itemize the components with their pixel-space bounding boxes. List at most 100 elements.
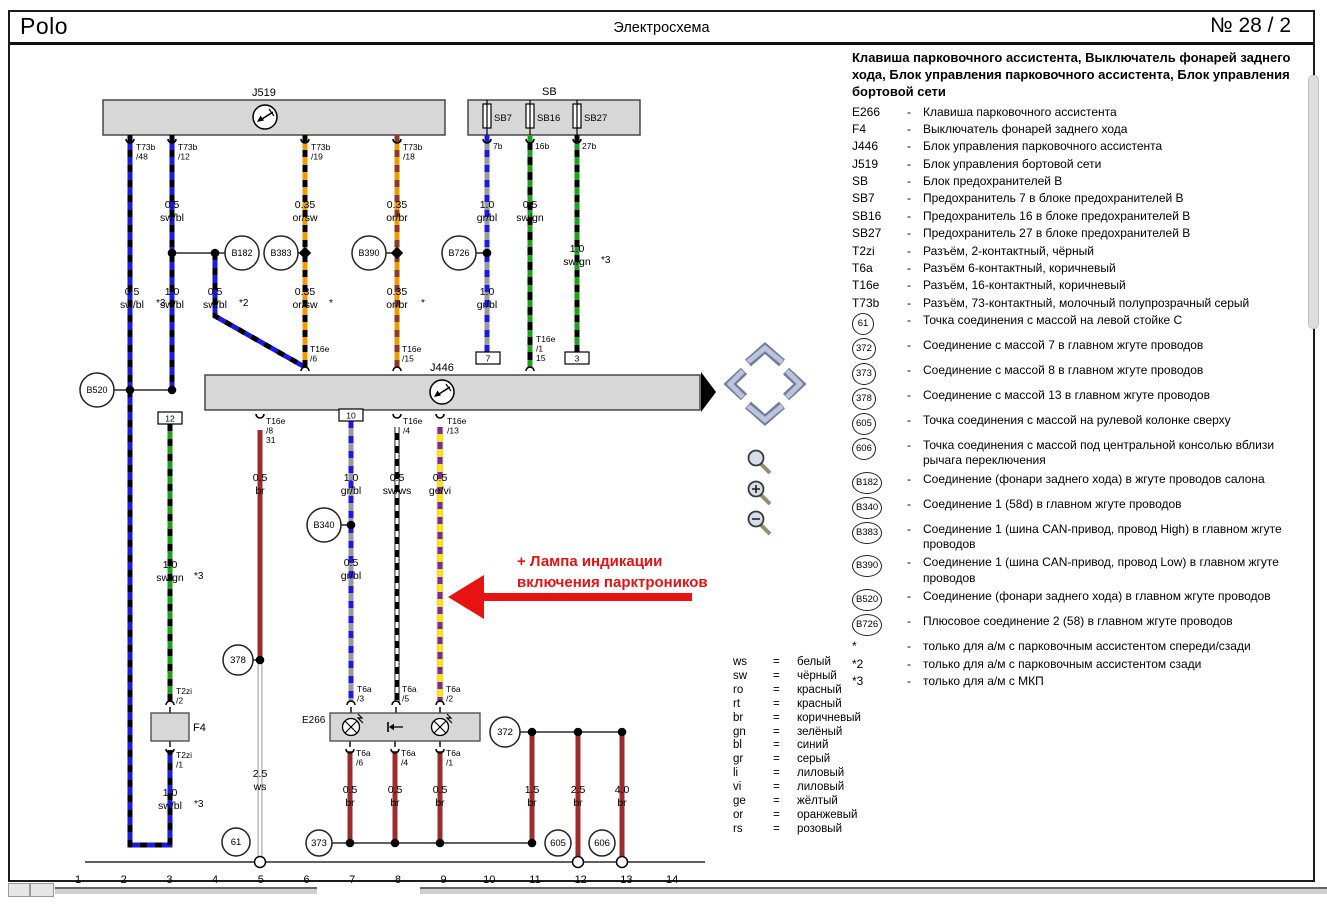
- svg-text:0.5: 0.5: [433, 472, 448, 484]
- legend-row: 61- Точка соединения с массой на левой ст…: [852, 312, 1304, 335]
- junction-diamond: [298, 246, 312, 260]
- svg-text:5: 5: [258, 874, 264, 886]
- wire-color-row: gr = серый: [733, 753, 831, 766]
- svg-text:T16e: T16e: [536, 334, 556, 344]
- pan-up-button[interactable]: [745, 341, 785, 367]
- bus-continues-arrow: [701, 372, 716, 412]
- zoom-tool-icon[interactable]: [747, 449, 772, 475]
- svg-text:T16e: T16e: [403, 416, 423, 426]
- svg-text:1.0: 1.0: [165, 286, 180, 298]
- svg-text:61: 61: [231, 837, 242, 848]
- svg-text:*3: *3: [601, 255, 611, 266]
- svg-text:*: *: [421, 298, 425, 309]
- pin-label: 16b: [535, 141, 549, 151]
- legend-row: * - только для а/м с парковочным ассистент…: [852, 639, 1251, 654]
- legend-row: T2zi - Разъём, 2-контактный, чёрный: [852, 243, 1094, 258]
- scroll-right-button[interactable]: [30, 883, 54, 897]
- junction-dot: [210, 248, 220, 258]
- svg-text:/6: /6: [356, 757, 363, 767]
- pin-arc: [125, 138, 135, 144]
- lamp-symbol: [430, 713, 453, 737]
- pan-left-button[interactable]: [723, 367, 748, 401]
- svg-text:*2: *2: [239, 298, 249, 309]
- pin-arc: [300, 366, 310, 372]
- legend-row: J446- Блок управления парковочного ассист…: [852, 139, 1163, 154]
- pan-down-button[interactable]: [745, 401, 785, 427]
- svg-text:0.35: 0.35: [387, 199, 408, 211]
- svg-text:SB7: SB7: [494, 113, 512, 124]
- junction-dot: [167, 385, 177, 395]
- svg-text:2.5: 2.5: [253, 768, 268, 780]
- legend-row: SB7- Предохранитель 7 в блоке предохранит…: [852, 191, 1184, 206]
- svg-text:/1: /1: [446, 757, 453, 767]
- legend-row: 372- Соединение с массой 7 в главном жгут…: [852, 337, 1304, 360]
- svg-text:sw/bl: sw/bl: [160, 299, 184, 311]
- svg-text:*3: *3: [194, 571, 204, 582]
- svg-text:/1: /1: [176, 759, 183, 769]
- connection-B383: B383: [263, 235, 299, 271]
- svg-text:sw/bl: sw/bl: [158, 800, 182, 812]
- svg-text:sw/gn: sw/gn: [516, 212, 544, 224]
- svg-text:gr/bl: gr/bl: [477, 212, 497, 224]
- legend-row: SB16- Предохранитель 16 в блоке предохран…: [852, 208, 1191, 223]
- svg-text:T6a: T6a: [356, 748, 371, 758]
- track-number: 4: [212, 874, 218, 886]
- junction-dot: [167, 248, 177, 258]
- junction-dot: [435, 838, 445, 848]
- wire-spec-label: 1.0gr/bl: [341, 472, 361, 497]
- horizontal-scrollbar[interactable]: [420, 887, 1327, 894]
- junction-dot: [345, 838, 355, 848]
- legend-row: B182- Соединение (фонари заднего хода) в …: [852, 471, 1304, 494]
- svg-text:1.0: 1.0: [163, 559, 178, 571]
- svg-text:sw/bl: sw/bl: [160, 212, 184, 224]
- wire-color-row: sw = чёрный: [733, 669, 837, 682]
- coupling-box-12: 12: [157, 411, 183, 425]
- legend-row: B726- Плюсовое соединение 2 (58) в главно…: [852, 614, 1304, 637]
- svg-text:T6a: T6a: [446, 748, 461, 758]
- wire-color-row: vi = лиловый: [733, 781, 845, 794]
- svg-text:/1: /1: [536, 343, 543, 353]
- connection-B726: B726: [441, 235, 477, 271]
- pin-label: T16e/6: [310, 344, 330, 363]
- vertical-scrollbar[interactable]: [1308, 75, 1319, 329]
- svg-text:/8: /8: [266, 425, 273, 435]
- legend-row: T6a - Разъём 6-контактный, коричневый: [852, 260, 1116, 275]
- pin-label: T6a/6: [356, 748, 371, 767]
- connection-606: 606: [588, 829, 616, 857]
- svg-text:0.35: 0.35: [387, 286, 408, 298]
- horizontal-scrollbar-left[interactable]: [55, 887, 317, 894]
- connection-372: 372: [489, 716, 521, 748]
- svg-text:or/sw: or/sw: [292, 212, 318, 224]
- page-frame: [8, 10, 1315, 882]
- pin-label: T6a/4: [401, 748, 416, 767]
- continues-symbol: [429, 379, 455, 405]
- svg-text:9: 9: [441, 874, 447, 886]
- svg-text:J519: J519: [252, 87, 276, 99]
- zoom-out-icon[interactable]: [747, 510, 772, 536]
- wire-spec-label: 0.5br: [253, 472, 268, 497]
- svg-text:1.5: 1.5: [525, 784, 540, 796]
- track-number: 5: [258, 874, 264, 886]
- svg-text:ge/vi: ge/vi: [429, 485, 451, 497]
- svg-text:sw/gn: sw/gn: [563, 256, 591, 268]
- svg-text:0.5: 0.5: [344, 557, 359, 569]
- connection-378: 378: [222, 644, 254, 676]
- svg-text:sw/gn: sw/gn: [156, 572, 184, 584]
- svg-text:*: *: [329, 298, 333, 309]
- zoom-in-icon[interactable]: [747, 480, 772, 506]
- svg-text:0.5: 0.5: [165, 199, 180, 211]
- svg-text:0.5: 0.5: [390, 472, 405, 484]
- connection-B390: B390: [351, 235, 387, 271]
- wire-color-row: rt = красный: [733, 697, 842, 710]
- pan-right-button[interactable]: [782, 367, 807, 401]
- svg-text:31: 31: [266, 435, 276, 445]
- scroll-left-button[interactable]: [8, 883, 30, 897]
- svg-text:T73b: T73b: [403, 142, 423, 152]
- svg-text:0.5: 0.5: [433, 784, 448, 796]
- svg-text:B726: B726: [448, 248, 469, 258]
